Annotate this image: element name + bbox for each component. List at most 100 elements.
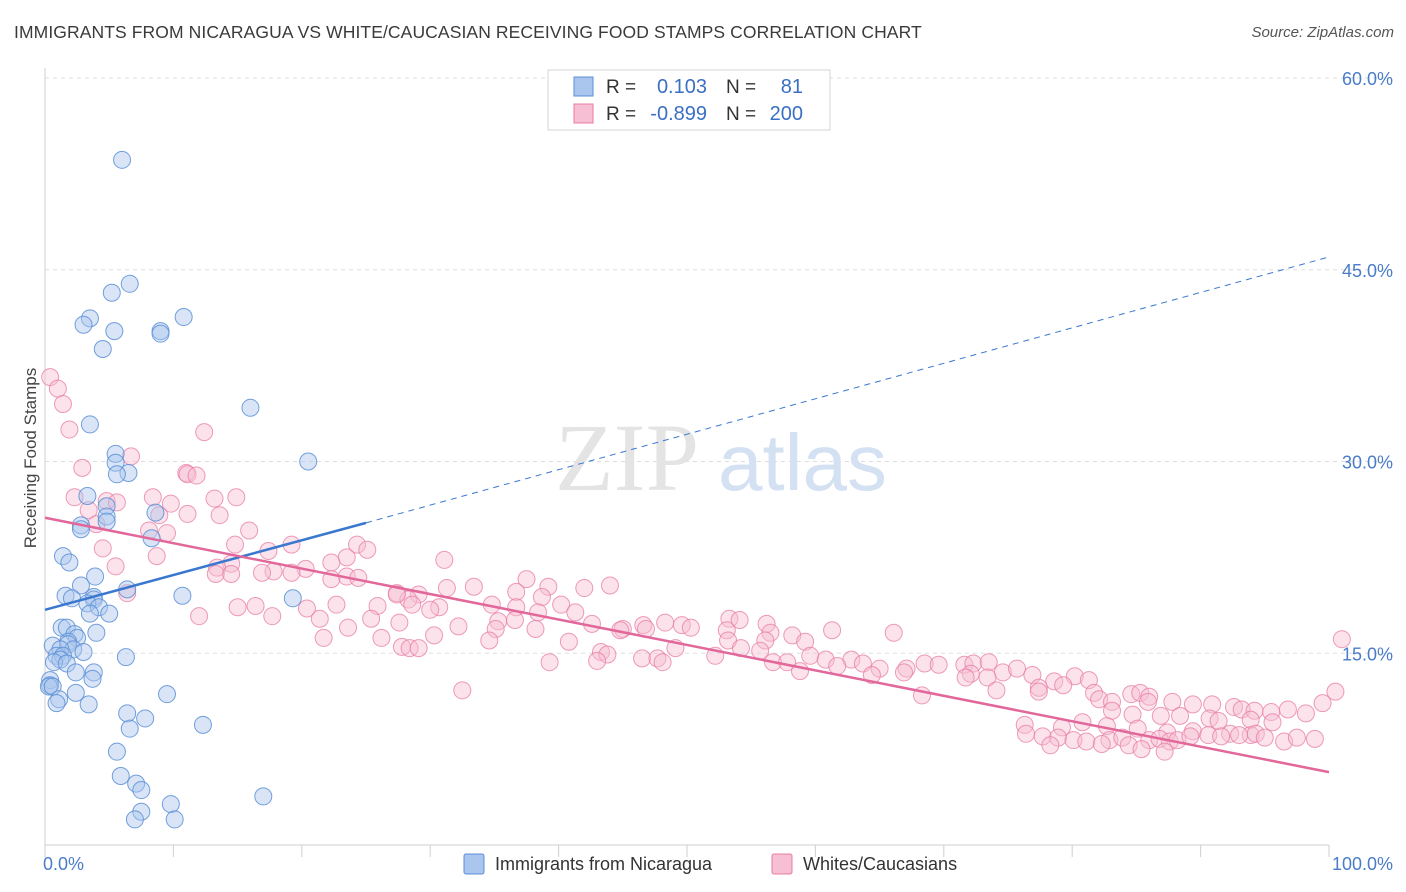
- point-whites-170: [1313, 694, 1332, 713]
- point-whites-213: [1132, 740, 1151, 759]
- point-whites-195: [1077, 732, 1096, 751]
- point-nicaragua-18: [97, 497, 116, 516]
- point-whites-176: [1171, 706, 1190, 725]
- point-whites-4: [195, 423, 214, 442]
- point-nicaragua-39: [100, 604, 119, 623]
- point-whites-70: [421, 600, 440, 619]
- point-nicaragua-10: [241, 398, 260, 417]
- point-whites-161: [1163, 692, 1182, 711]
- point-whites-76: [362, 609, 381, 628]
- legend-r-value-1: 0.103: [657, 76, 707, 98]
- point-whites-150: [453, 681, 472, 700]
- point-whites-168: [1278, 700, 1297, 719]
- trend-nicaragua-dashed: [365, 256, 1330, 524]
- point-whites-25: [226, 535, 245, 554]
- point-whites-174: [1123, 705, 1142, 724]
- watermark-atlas: atlas: [718, 418, 887, 507]
- point-whites-79: [505, 611, 524, 630]
- point-whites-98: [884, 623, 903, 642]
- point-whites-171: [1326, 682, 1345, 701]
- x-tick-label-0: 0.0%: [43, 854, 84, 874]
- point-whites-187: [1183, 722, 1202, 741]
- point-whites-61: [327, 595, 346, 614]
- point-nicaragua-8: [151, 324, 170, 343]
- watermark: ZIP atlas: [555, 404, 887, 511]
- point-whites-203: [1212, 727, 1231, 746]
- point-whites-3: [60, 420, 79, 439]
- point-whites-24: [157, 524, 176, 543]
- point-whites-9: [187, 466, 206, 485]
- gridlines: [45, 77, 1392, 654]
- point-whites-60: [246, 596, 265, 615]
- point-whites-180: [1263, 713, 1282, 732]
- point-nicaragua-76: [132, 781, 151, 800]
- point-whites-115: [598, 645, 617, 664]
- point-whites-188: [1199, 726, 1218, 745]
- point-whites-6: [73, 458, 92, 477]
- point-whites-97: [823, 621, 842, 640]
- point-whites-91: [526, 619, 545, 638]
- point-nicaragua-81: [165, 810, 184, 829]
- point-whites-138: [894, 663, 913, 682]
- point-whites-69: [297, 599, 316, 618]
- point-whites-58: [532, 588, 551, 607]
- point-whites-100: [314, 628, 333, 647]
- point-whites-131: [964, 654, 983, 673]
- point-nicaragua-35: [283, 589, 302, 608]
- point-whites-68: [228, 598, 247, 617]
- point-nicaragua-77: [254, 787, 273, 806]
- point-whites-106: [480, 631, 499, 650]
- point-nicaragua-71: [193, 715, 212, 734]
- point-nicaragua-54: [44, 653, 63, 672]
- point-whites-149: [1029, 678, 1048, 697]
- bottom-legend-swatch-blue: [463, 853, 485, 875]
- point-nicaragua-49: [74, 642, 93, 661]
- point-whites-90: [486, 619, 505, 638]
- legend-swatch-blue: [573, 76, 594, 97]
- point-whites-104: [756, 631, 775, 650]
- point-whites-102: [425, 626, 444, 645]
- point-whites-11: [143, 488, 162, 507]
- point-whites-194: [1064, 731, 1083, 750]
- point-nicaragua-13: [299, 452, 318, 471]
- point-whites-107: [559, 632, 578, 651]
- point-whites-137: [862, 665, 881, 684]
- point-whites-184: [1015, 715, 1034, 734]
- point-whites-134: [870, 659, 889, 678]
- point-nicaragua-19: [146, 503, 165, 522]
- trend-whites: [44, 516, 1330, 774]
- point-nicaragua-17: [78, 487, 97, 506]
- point-nicaragua-14: [106, 453, 125, 472]
- point-nicaragua-28: [71, 576, 90, 595]
- point-whites-123: [653, 653, 672, 672]
- y-tick-label-2: 45.0%: [1342, 261, 1393, 281]
- point-nicaragua-9: [93, 340, 112, 359]
- point-whites-129: [929, 655, 948, 674]
- legend-n-label-2: N =: [726, 104, 756, 125]
- point-whites-5: [122, 447, 141, 466]
- point-whites-47: [517, 570, 536, 589]
- point-whites-191: [1016, 724, 1035, 743]
- point-whites-124: [540, 653, 559, 672]
- point-whites-73: [190, 607, 209, 626]
- point-whites-120: [816, 650, 835, 669]
- point-whites-205: [1246, 724, 1265, 743]
- legend-r-label-1: R =: [606, 77, 636, 98]
- point-whites-8: [178, 465, 197, 484]
- bottom-legend-label-nicaragua: Immigrants from Nicaragua: [495, 854, 713, 874]
- point-whites-151: [987, 681, 1006, 700]
- point-whites-152: [1029, 682, 1048, 701]
- chart-title: IMMIGRANTS FROM NICARAGUA VS WHITE/CAUCA…: [14, 22, 922, 42]
- point-whites-165: [1232, 700, 1251, 719]
- point-whites-71: [529, 603, 548, 622]
- point-whites-77: [390, 613, 409, 632]
- legend-r-label-2: R =: [606, 104, 636, 125]
- point-nicaragua-65: [157, 685, 176, 704]
- point-whites-59: [387, 585, 406, 604]
- point-whites-113: [409, 639, 428, 658]
- legend-swatch-pink: [573, 103, 594, 124]
- point-whites-13: [227, 488, 246, 507]
- point-whites-178: [1209, 712, 1228, 731]
- point-nicaragua-5: [74, 315, 93, 334]
- point-whites-163: [1203, 695, 1222, 714]
